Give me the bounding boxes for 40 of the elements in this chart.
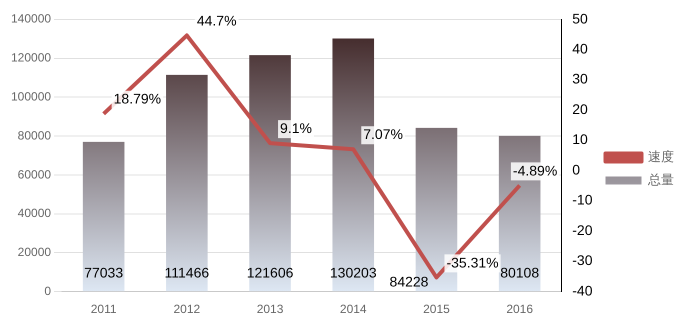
x-tick-label: 2012 [173, 302, 201, 316]
y-tick-label: 40000 [18, 206, 52, 220]
y-tick-label: 60000 [18, 167, 52, 182]
legend-label: 速度 [648, 148, 674, 165]
y2-tick-label: 20 [572, 100, 588, 117]
y-tick-label: 0 [44, 284, 52, 298]
data-label: 77033 [84, 264, 124, 280]
y2-tick-label: -30 [572, 252, 593, 268]
y-tick-label: 80000 [18, 128, 52, 142]
legend-label: 总量 [647, 172, 674, 188]
data-label: 44.7% [196, 12, 237, 28]
y-tick-label: 120000 [10, 50, 52, 65]
y-tick-label: 20000 [18, 245, 52, 260]
y2-tick-label: -10 [572, 192, 593, 208]
y2-tick-label: -20 [572, 222, 593, 238]
y2-tick-label: 0 [572, 161, 580, 178]
y2-tick-label: -40 [572, 282, 593, 298]
data-label: -4.89% [512, 162, 558, 178]
data-label: 7.07% [363, 126, 403, 142]
y-tick-label: 100000 [10, 89, 52, 104]
x-tick-label: 2016 [506, 302, 534, 316]
data-label: 121606 [246, 264, 294, 280]
y-tick-label: 140000 [10, 12, 52, 26]
bar [82, 142, 124, 292]
data-label: 111466 [164, 264, 210, 280]
data-label: 84228 [390, 273, 429, 290]
y2-tick-label: 50 [572, 10, 588, 26]
bar [166, 74, 208, 292]
y2-tick-label: 40 [572, 40, 588, 57]
x-tick-label: 2013 [256, 302, 284, 316]
data-label: 9.1% [280, 120, 312, 136]
data-label: 80108 [500, 264, 540, 280]
x-tick-label: 2015 [423, 302, 450, 316]
data-label: 130203 [330, 264, 377, 280]
x-tick-label: 2014 [340, 302, 367, 316]
data-label: -35.31% [446, 254, 499, 270]
x-tick-label: 2011 [90, 302, 117, 316]
y2-tick-label: 30 [572, 70, 588, 87]
data-label: 18.79% [114, 90, 162, 107]
y2-tick-label: 10 [572, 131, 588, 148]
